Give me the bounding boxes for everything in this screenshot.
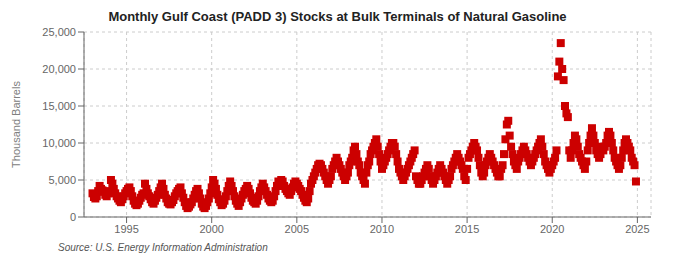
svg-text:1995: 1995 <box>114 223 138 235</box>
svg-text:5,000: 5,000 <box>48 174 76 186</box>
svg-text:15,000: 15,000 <box>42 100 76 112</box>
svg-text:10,000: 10,000 <box>42 137 76 149</box>
svg-text:2000: 2000 <box>199 223 223 235</box>
svg-text:20,000: 20,000 <box>42 63 76 75</box>
svg-text:2010: 2010 <box>370 223 394 235</box>
html-text:Monthly Gulf Coast (PADD 3) St: Monthly Gulf Coast (PADD 3) Stocks at Bu… <box>108 9 567 24</box>
svg-text:Thousand Barrels: Thousand Barrels <box>10 81 22 168</box>
svg-text:2020: 2020 <box>540 223 564 235</box>
svg-text:25,000: 25,000 <box>42 26 76 38</box>
svg-text:2015: 2015 <box>455 223 479 235</box>
svg-text:0: 0 <box>70 211 76 223</box>
svg-text:2025: 2025 <box>625 223 649 235</box>
html-text:Source: U.S. Energy Informatio: Source: U.S. Energy Information Administ… <box>58 242 268 253</box>
svg-text:2005: 2005 <box>285 223 309 235</box>
